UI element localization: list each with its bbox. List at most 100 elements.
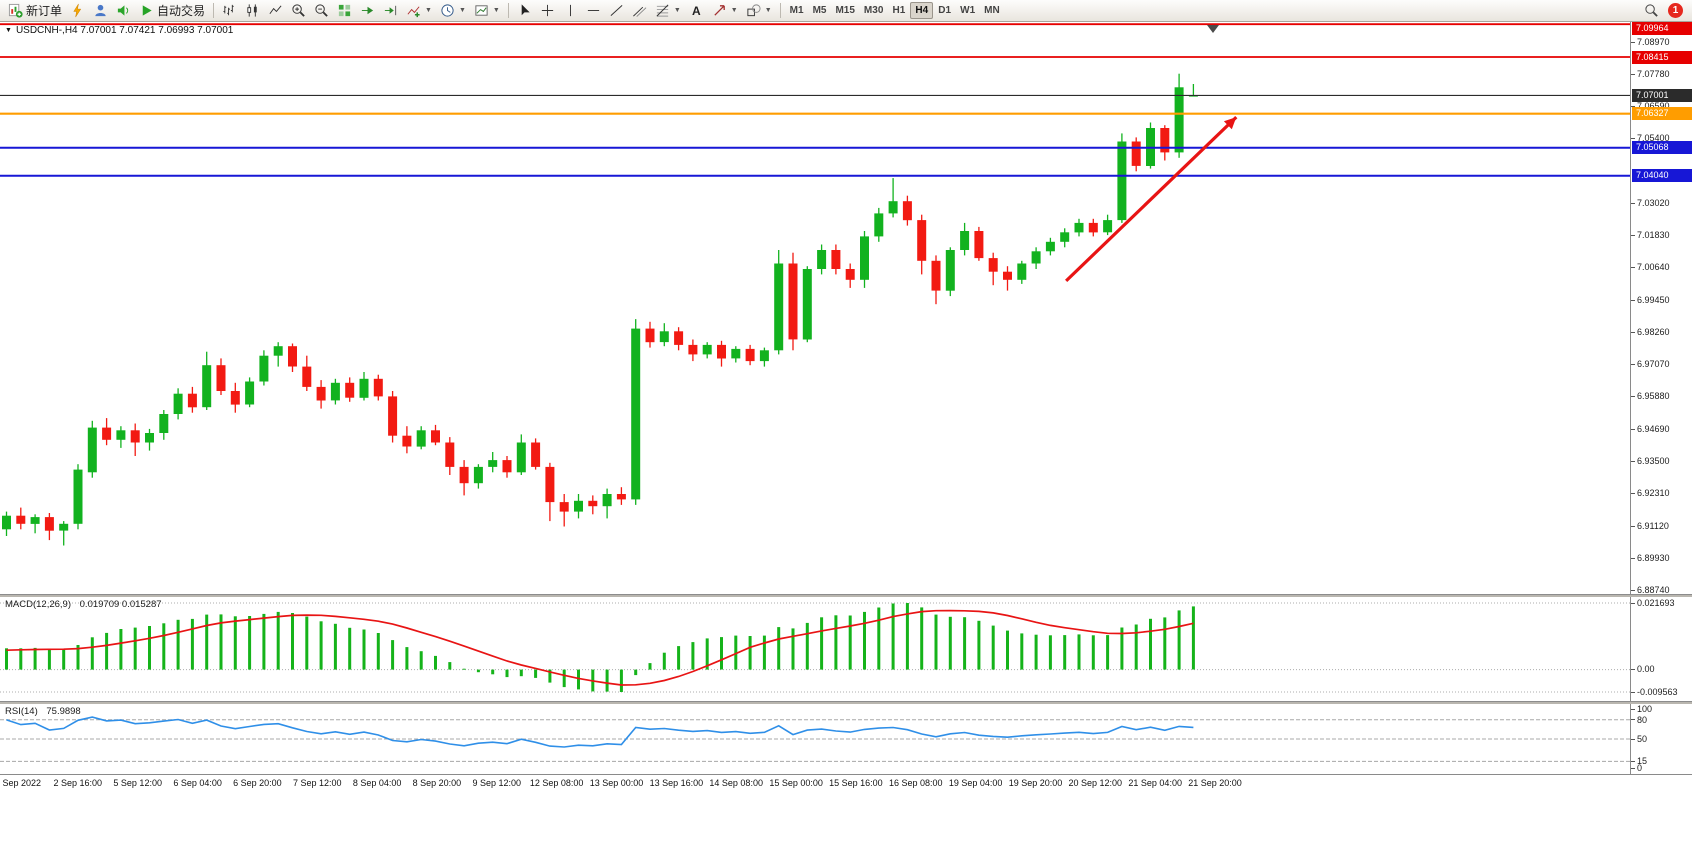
autotrading-icon <box>142 5 152 16</box>
candle-body <box>288 346 297 367</box>
timeframe-button-M30[interactable]: M30 <box>863 5 884 16</box>
horizontal-line-button[interactable] <box>583 1 604 20</box>
trend-arrow[interactable] <box>1065 115 1238 283</box>
timeframe-button-W1[interactable]: W1 <box>960 5 976 16</box>
chart-shift-marker[interactable] <box>1207 25 1219 33</box>
candle-body <box>516 442 526 473</box>
chart-title: ▼ USDCNH-,H4 7.07001 7.07421 7.06993 7.0… <box>5 25 233 36</box>
candle-body <box>845 269 855 280</box>
candle-body <box>202 365 212 408</box>
crosshair-button[interactable] <box>537 1 558 20</box>
timeframe-button-M15[interactable]: M15 <box>835 5 855 16</box>
timeframe-button-D1[interactable]: D1 <box>938 5 952 16</box>
auto-scroll-button[interactable] <box>357 1 378 20</box>
main-plot[interactable]: ▼ USDCNH-,H4 7.07001 7.07421 7.06993 7.0… <box>0 22 1630 594</box>
timeframe-button-MN[interactable]: MN <box>984 5 1000 16</box>
trendline-icon <box>610 4 623 17</box>
rsi-plot[interactable]: RSI(14) 75.9898 <box>0 704 1630 774</box>
arrows-button[interactable]: ▼ <box>709 1 741 20</box>
bar-chart-button[interactable] <box>219 1 240 20</box>
fibonacci-button[interactable]: ▼ <box>652 1 684 20</box>
price-axis-label: 6.89930 <box>1637 552 1670 563</box>
time-axis-label: 8 Sep 04:00 <box>352 778 402 788</box>
panel-separator[interactable] <box>0 701 1692 704</box>
indicators-icon <box>407 6 420 18</box>
notifications-badge[interactable]: 1 <box>1668 3 1683 18</box>
candle-body <box>73 469 83 524</box>
rsi-line <box>6 716 1194 748</box>
line-chart-button[interactable] <box>265 1 286 20</box>
channel-button[interactable] <box>629 1 650 20</box>
vline-icon <box>569 4 571 17</box>
candle-body <box>1017 263 1027 280</box>
vertical-line-button[interactable] <box>560 1 581 20</box>
candle-body <box>30 517 40 524</box>
candle-body <box>1045 241 1055 252</box>
autotrading-button[interactable]: 自动交易 <box>136 1 208 20</box>
timeframe-button-H4[interactable]: H4 <box>910 2 934 19</box>
text-label-button[interactable]: A <box>691 3 701 18</box>
candle-body <box>1074 222 1084 233</box>
dropdown-caret: ▼ <box>492 7 500 14</box>
candle-body <box>473 466 483 484</box>
templates-icon <box>475 5 488 16</box>
candle-body <box>488 460 498 467</box>
price-badge-7.09964: 7.09964 <box>1632 22 1692 35</box>
candle-body <box>273 346 283 356</box>
candle-body <box>216 365 226 391</box>
time-axis-label: 8 Sep 20:00 <box>412 778 462 788</box>
macd-values: 0.019709 0.015287 <box>79 599 162 610</box>
timeframe-button-M5[interactable]: M5 <box>812 5 827 16</box>
macd-histogram <box>5 603 1195 692</box>
price-axis-label: 6.95880 <box>1637 391 1670 402</box>
search-icon <box>1645 4 1658 17</box>
tile-windows-icon <box>338 4 351 17</box>
candle-body <box>960 231 970 250</box>
time-axis-label: 6 Sep 20:00 <box>233 778 282 788</box>
panel-separator[interactable] <box>0 594 1692 597</box>
candle-body <box>431 430 440 443</box>
tile-windows-button[interactable] <box>334 1 355 20</box>
candle-body <box>44 517 54 531</box>
candle-body <box>931 260 941 291</box>
rsi-axis[interactable]: 100 80 50 15 0 <box>1630 704 1692 774</box>
price-axis-label: 6.98260 <box>1637 326 1670 337</box>
candle-chart-button[interactable] <box>242 1 263 20</box>
price-axis-label: 7.06590 <box>1637 101 1670 111</box>
timeframe-button-M1[interactable]: M1 <box>789 5 804 16</box>
time-axis[interactable]: 2 Sep 2022 2 Sep 16:00 5 Sep 12:00 6 Sep 04… <box>0 774 1692 792</box>
price-axis-label: 7.00640 <box>1637 262 1670 273</box>
new-order-button[interactable]: 新订单 <box>5 1 65 20</box>
price-axis-label: 6.97070 <box>1637 359 1670 370</box>
chart-shift-button[interactable] <box>380 1 401 20</box>
cursor-button[interactable] <box>514 1 535 20</box>
macd-axis[interactable]: 0.021693 0.00 -0.009563 <box>1630 597 1692 701</box>
macd-name: MACD(12,26,9) <box>5 599 71 610</box>
candle-body <box>116 430 126 440</box>
axis-tick <box>1631 364 1635 366</box>
symbol-menu-icon[interactable]: ▼ <box>5 27 12 34</box>
sounds-button[interactable] <box>113 1 134 20</box>
timeframe-button-H1[interactable]: H1 <box>892 5 906 16</box>
zoom-in-button[interactable] <box>288 1 309 20</box>
periods-button[interactable]: ▼ <box>437 1 469 20</box>
indicators-button[interactable]: ▼ <box>403 1 435 20</box>
candle-body <box>416 430 426 447</box>
time-axis-label: 13 Sep 00:00 <box>589 778 644 788</box>
profiles-button[interactable] <box>90 1 111 20</box>
search-button[interactable] <box>1641 1 1662 20</box>
rsi-axis-label: 15 <box>1637 756 1648 767</box>
zoom-out-button[interactable] <box>311 1 332 20</box>
axis-tick <box>1631 708 1635 710</box>
candle-body <box>788 263 798 340</box>
macd-panel: MACD(12,26,9) 0.019709 0.015287 0.021693… <box>0 597 1692 701</box>
trendline-button[interactable] <box>606 1 627 20</box>
macd-plot[interactable]: MACD(12,26,9) 0.019709 0.015287 <box>0 597 1630 701</box>
price-axis[interactable]: 7.08970 7.07780 7.06590 7.05400 7.03020 7.018… <box>1630 22 1692 595</box>
shapes-button[interactable]: ▼ <box>743 1 775 20</box>
templates-button[interactable]: ▼ <box>471 1 503 20</box>
candle-body <box>1103 220 1113 233</box>
price-badge-7.04040: 7.04040 <box>1632 169 1692 183</box>
signals-button[interactable] <box>67 1 88 20</box>
candlestick-series[interactable] <box>2 73 1198 546</box>
